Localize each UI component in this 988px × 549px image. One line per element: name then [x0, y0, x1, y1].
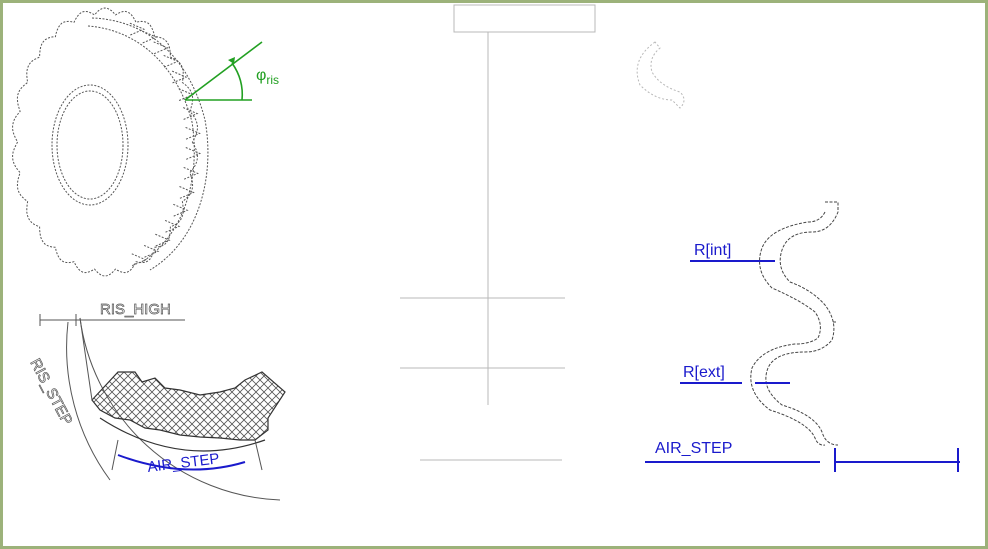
tire-rim-outer — [51, 84, 129, 206]
tire-tread-edge-front — [91, 17, 209, 271]
tread-chevron — [164, 219, 181, 233]
air-step-ext-right — [254, 439, 263, 471]
air-step-ext-left — [111, 439, 119, 471]
tread-chevrons — [129, 22, 202, 267]
wave-inner — [750, 211, 826, 446]
air-step-linear-label: AIR_STEP — [655, 440, 732, 457]
tire-rim-inner — [56, 90, 124, 200]
tread-chevron — [163, 54, 179, 68]
tread-chevron — [173, 203, 189, 217]
tread-inner-arc — [99, 417, 266, 452]
tread-hatched-block — [91, 371, 286, 441]
phi-arc — [231, 62, 244, 101]
tire-tread-edge-back — [87, 25, 195, 263]
faint-table — [400, 4, 596, 461]
tread-chevron — [153, 41, 169, 55]
tread-chevron — [185, 126, 201, 140]
tread-chevron — [183, 166, 199, 180]
tire-outer-profile — [12, 7, 198, 277]
tread-section — [39, 314, 286, 501]
ris-step-outer-arc — [79, 317, 281, 501]
phi-angle-annotation — [184, 41, 263, 101]
faint-hook-shape — [636, 41, 685, 109]
table-header-box — [453, 4, 596, 33]
tread-chevron — [131, 253, 148, 267]
tread-chevron — [129, 22, 146, 36]
tire-drawing — [12, 7, 209, 277]
air-step-arc — [117, 454, 246, 471]
tread-chevron — [171, 70, 188, 84]
phi-label: φris — [256, 67, 279, 87]
ris-step-dim-arc — [66, 321, 111, 481]
phi-ray-line — [184, 41, 263, 101]
tread-chevron — [179, 186, 195, 199]
ris-high-label: RIS_HIGH — [100, 301, 171, 318]
tread-chevron — [142, 30, 158, 44]
tread-chevron — [183, 107, 199, 121]
tread-chevron — [185, 147, 202, 160]
ris-high-extension-left — [79, 317, 93, 401]
wave-profile — [750, 201, 839, 446]
ris-step-label: RIS_STEP — [26, 356, 75, 428]
r-int-label: R[int] — [694, 242, 731, 259]
dimension-lines-right — [645, 260, 960, 472]
tread-chevron — [143, 244, 160, 258]
phi-arrow-head — [228, 57, 235, 64]
r-ext-label: R[ext] — [683, 364, 725, 381]
tread-chevron — [155, 233, 171, 247]
wave-outer — [765, 201, 839, 446]
